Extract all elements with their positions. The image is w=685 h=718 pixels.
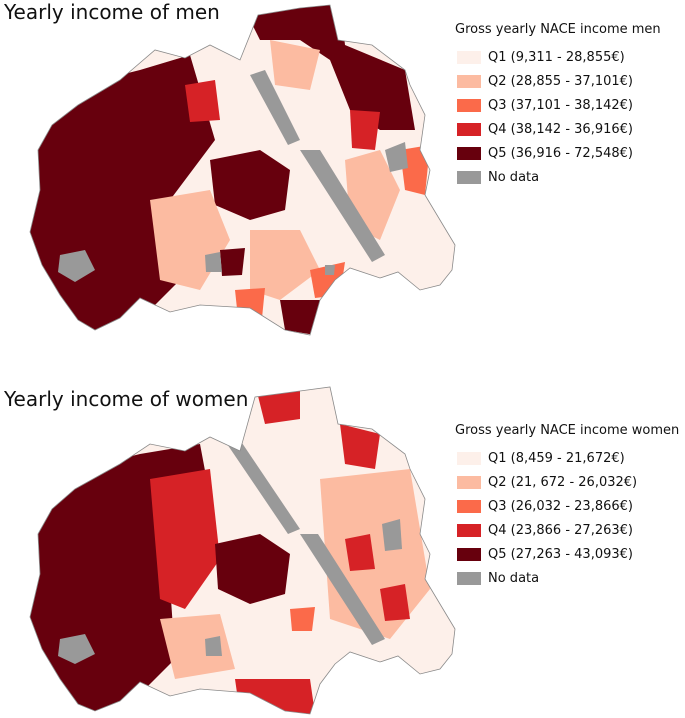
legend-label: Q5 (36,916 - 72,548€): [488, 145, 633, 161]
legend-item-q3: Q3 (26,032 - 23,866€): [457, 494, 683, 518]
legend-item-q1: Q1 (9,311 - 28,855€): [457, 45, 683, 69]
vienna-map-men: [29, 4, 456, 336]
legend-title-women: Gross yearly NACE income women: [455, 423, 680, 438]
legend-item-q2: Q2 (21, 672 - 26,032€): [457, 470, 683, 494]
legend-swatch: [457, 571, 481, 585]
legend-label: Q2 (21, 672 - 26,032€): [488, 474, 638, 490]
legend-swatch: [457, 146, 481, 160]
legend-item-q1: Q1 (8,459 - 21,672€): [457, 446, 683, 470]
legend-item-q3: Q3 (37,101 - 38,142€): [457, 93, 683, 117]
legend-label: Q2 (28,855 - 37,101€): [488, 73, 633, 89]
legend-label: Q4 (38,142 - 36,916€): [488, 121, 633, 137]
legend-label: Q4 (23,866 - 27,263€): [488, 522, 633, 538]
legend-item-q5: Q5 (36,916 - 72,548€): [457, 141, 683, 165]
legend-label: Q3 (26,032 - 23,866€): [488, 498, 633, 514]
legend-men: Gross yearly NACE income men Q1 (9,311 -…: [455, 22, 683, 189]
legend-swatch: [457, 451, 481, 465]
map-panel-men: Yearly income of men: [4, 0, 683, 336]
legend-label: No data: [488, 169, 540, 185]
legend-swatch: [457, 547, 481, 561]
legend-item-q5: Q5 (27,263 - 43,093€): [457, 542, 683, 566]
map-title-men: Yearly income of men: [4, 0, 220, 24]
legend-swatch: [457, 170, 481, 184]
legend-item-no-data: No data: [457, 165, 683, 189]
legend-item-q4: Q4 (38,142 - 36,916€): [457, 117, 683, 141]
legend-label: Q1 (8,459 - 21,672€): [488, 450, 625, 466]
legend-item-no-data: No data: [457, 566, 683, 590]
legend-swatch: [457, 50, 481, 64]
vienna-map-women: [29, 386, 456, 715]
legend-swatch: [457, 74, 481, 88]
legend-swatch: [457, 475, 481, 489]
legend-swatch: [457, 523, 481, 537]
map-panel-women: Yearly income of women: [0, 359, 685, 718]
legend-women: Gross yearly NACE income women Q1 (8,459…: [455, 423, 683, 590]
legend-item-q2: Q2 (28,855 - 37,101€): [457, 69, 683, 93]
legend-swatch: [457, 98, 481, 112]
legend-title-men: Gross yearly NACE income men: [455, 22, 661, 37]
legend-label: Q5 (27,263 - 43,093€): [488, 546, 633, 562]
legend-label: Q1 (9,311 - 28,855€): [488, 49, 625, 65]
legend-label: No data: [488, 570, 540, 586]
map-title-women: Yearly income of women: [4, 387, 249, 411]
legend-swatch: [457, 499, 481, 513]
legend-item-q4: Q4 (23,866 - 27,263€): [457, 518, 683, 542]
legend-label: Q3 (37,101 - 38,142€): [488, 97, 633, 113]
legend-swatch: [457, 122, 481, 136]
